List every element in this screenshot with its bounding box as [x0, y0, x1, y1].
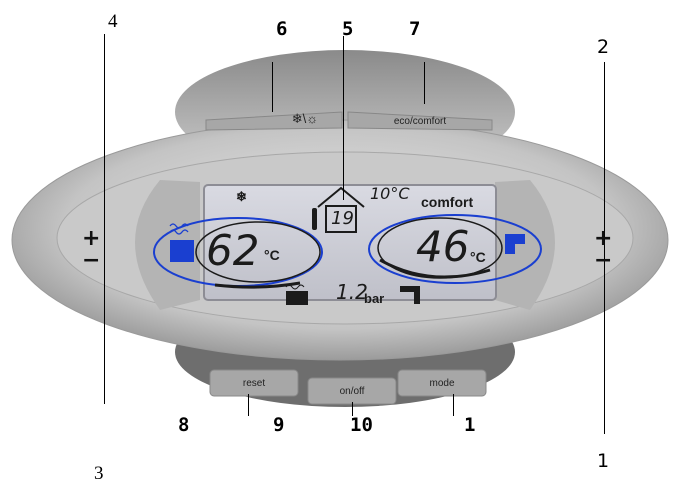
callout-2: 2 — [597, 36, 610, 58]
leader-line-5 — [343, 36, 345, 200]
heating-temperature: 62 — [206, 226, 260, 275]
pressure-value: 1.2 — [336, 280, 368, 304]
callout-7: 7 — [409, 18, 421, 40]
house-icon — [317, 186, 365, 208]
mode-button[interactable]: mode — [429, 377, 455, 389]
reset-button-shape[interactable] — [209, 369, 299, 397]
comfort-mode-indicator: comfort — [421, 194, 474, 210]
on-off-button[interactable]: on/off — [339, 385, 365, 397]
dhw-oval — [368, 214, 542, 284]
right-rocker — [495, 180, 555, 310]
callout-5: 5 — [342, 18, 354, 40]
outdoor-temperature: 10°C — [370, 184, 410, 203]
dhw-plus-button[interactable]: + — [594, 226, 613, 251]
dhw-temp-unit: °C — [470, 249, 486, 265]
small-tap-icon — [400, 286, 420, 304]
eco-comfort-button-shape[interactable] — [347, 111, 493, 131]
leader-line-7 — [424, 62, 426, 104]
heating-temp-unit: °C — [264, 247, 280, 263]
small-heat-wave — [285, 284, 305, 290]
leader-line-1 — [453, 394, 455, 416]
dhw-minus-button[interactable]: − — [594, 248, 613, 273]
heating-bar-graph — [214, 281, 301, 289]
lcd-screen — [203, 184, 497, 301]
tap-icon — [505, 234, 525, 254]
callout-4: 4 — [108, 11, 118, 32]
leader-line-4-3 — [104, 34, 106, 404]
leader-line-9 — [248, 394, 250, 416]
callout-1-right: 1 — [597, 450, 610, 472]
season-button-shape[interactable] — [205, 111, 343, 131]
mode-button-shape[interactable] — [397, 369, 487, 397]
heat-waves-icon — [169, 223, 189, 235]
dhw-bar-graph — [379, 258, 491, 279]
callout-8: 8 — [178, 414, 190, 436]
pressure-unit: bar — [364, 291, 385, 306]
room-temperature: 19 — [331, 208, 354, 229]
heating-plus-button[interactable]: + — [82, 226, 101, 251]
leader-line-6 — [272, 62, 274, 112]
callout-9: 9 — [273, 414, 285, 436]
reset-button[interactable]: reset — [242, 377, 266, 389]
frost-icon: ❄ — [236, 189, 247, 204]
callout-3: 3 — [94, 463, 104, 484]
callout-6: 6 — [276, 18, 288, 40]
callout-10: 10 — [350, 414, 373, 436]
leader-line-2-1 — [604, 62, 606, 434]
season-button[interactable]: ❄\☼ — [291, 111, 319, 126]
small-radiator-icon — [286, 291, 308, 305]
leader-line-10 — [352, 402, 354, 416]
radiator-icon — [170, 240, 194, 262]
heating-ring — [195, 221, 321, 283]
eco-comfort-button[interactable]: eco/comfort — [393, 115, 447, 127]
house-body — [325, 205, 357, 233]
thermometer-icon — [312, 208, 317, 230]
heating-minus-button[interactable]: − — [82, 248, 101, 273]
callout-1-bottom: 1 — [464, 414, 476, 436]
dhw-temperature: 46 — [416, 222, 470, 271]
